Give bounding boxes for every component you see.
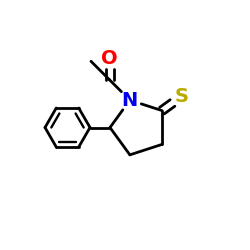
Text: N: N xyxy=(122,91,138,110)
Text: S: S xyxy=(174,87,188,106)
Text: O: O xyxy=(101,49,118,68)
